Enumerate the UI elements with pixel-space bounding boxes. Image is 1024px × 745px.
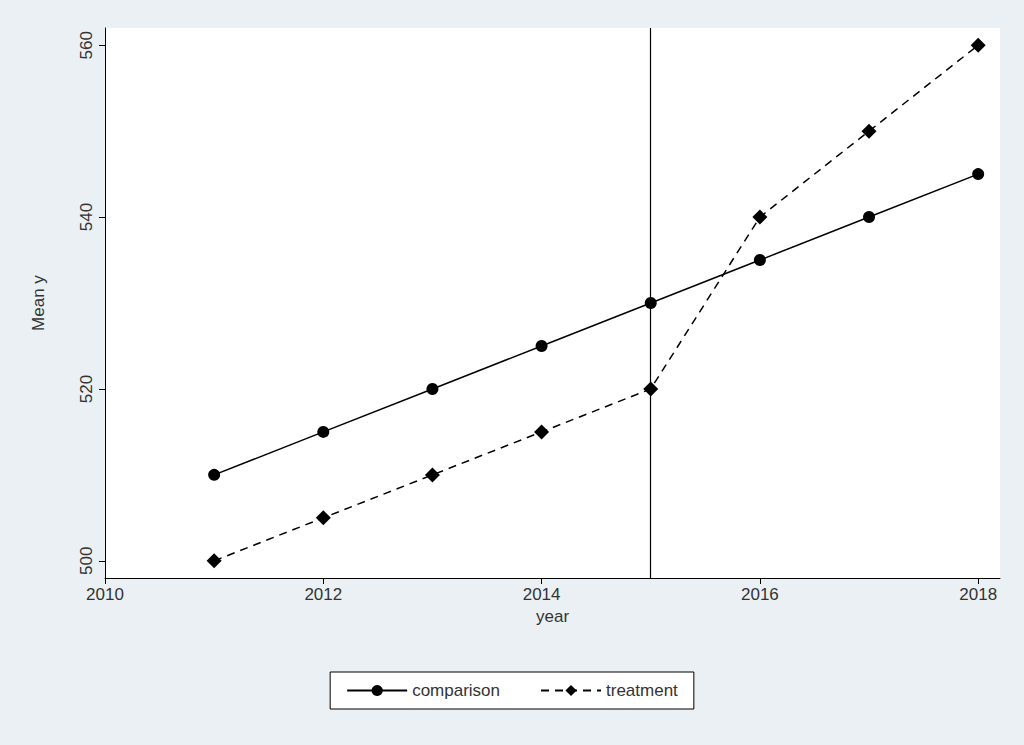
svg-text:560: 560 xyxy=(77,31,96,59)
svg-text:500: 500 xyxy=(77,547,96,575)
svg-text:540: 540 xyxy=(77,203,96,231)
svg-text:2010: 2010 xyxy=(86,585,124,604)
svg-text:2018: 2018 xyxy=(959,585,997,604)
svg-text:2016: 2016 xyxy=(741,585,779,604)
svg-text:comparison: comparison xyxy=(412,681,500,700)
svg-text:treatment: treatment xyxy=(606,681,678,700)
svg-text:year: year xyxy=(536,607,569,626)
svg-text:2014: 2014 xyxy=(523,585,561,604)
svg-text:2012: 2012 xyxy=(304,585,342,604)
svg-text:520: 520 xyxy=(77,375,96,403)
svg-text:Mean y: Mean y xyxy=(29,275,48,331)
